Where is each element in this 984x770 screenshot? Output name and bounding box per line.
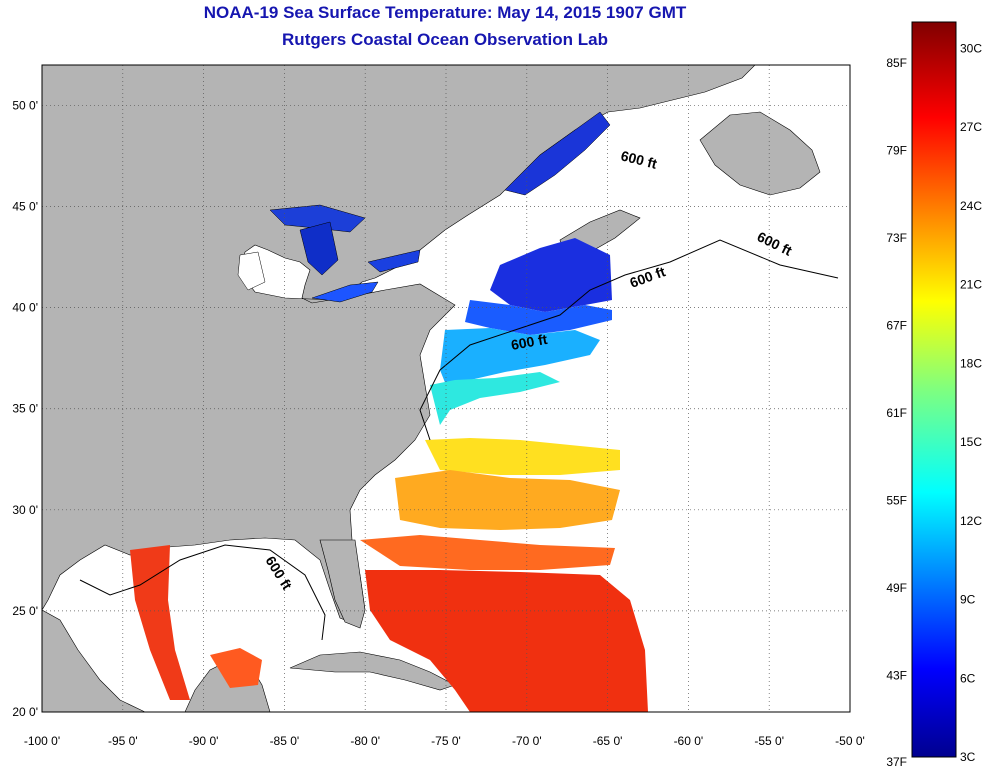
longitude-tick-label: -50 0' [835,734,865,748]
celsius-label: 12C [960,514,982,528]
latitude-tick-label: 35 0' [12,402,38,416]
celsius-label: 21C [960,278,982,292]
contour-600ft-gulf-line [79,544,326,641]
contour-600ft-line [419,239,839,441]
fahrenheit-label: 67F [886,318,907,332]
celsius-label: 24C [960,199,982,213]
map-subtitle: Rutgers Coastal Ocean Observation Lab [282,30,608,49]
longitude-tick-label: -100 0' [24,734,60,748]
map-border [41,64,851,713]
celsius-label: 15C [960,435,982,449]
latitude-tick-label: 50 0' [12,98,38,112]
latitude-tick-label: 40 0' [12,301,38,315]
longitude-tick-label: -75 0' [431,734,461,748]
fahrenheit-label: 37F [886,755,907,769]
sst-field [130,238,648,712]
colorbar-fahrenheit-labels: 85F 79F 73F 67F 61F 55F 49F 43F 37F [886,56,907,769]
longitude-tick-label: -55 0' [754,734,784,748]
longitude-tick-label: -65 0' [593,734,623,748]
florida-land [319,539,366,629]
latitude-tick-label: 30 0' [12,503,38,517]
celsius-label: 18C [960,356,982,370]
latitude-tick-label: 20 0' [12,705,38,719]
longitude-axis: -100 0' -95 0' -90 0' -85 0' -80 0' -75 0' -70… [24,734,865,748]
celsius-label: 30C [960,41,982,55]
newfoundland-land [699,111,821,196]
fahrenheit-label: 73F [886,231,907,245]
colorbar [911,21,957,758]
latitude-tick-label: 25 0' [12,604,38,618]
contour-label-mid-atlantic: 600 ft [510,331,549,353]
celsius-label: 27C [960,120,982,134]
longitude-tick-label: -90 0' [189,734,219,748]
latitude-axis: 20 0' 25 0' 30 0' 35 0' 40 0' 45 0' 50 0' [12,98,38,719]
longitude-tick-label: -70 0' [512,734,542,748]
longitude-tick-label: -85 0' [270,734,300,748]
fahrenheit-label: 43F [886,668,907,682]
latitude-tick-label: 45 0' [12,200,38,214]
fahrenheit-label: 55F [886,493,907,507]
celsius-label: 3C [960,750,976,764]
longitude-tick-label: -95 0' [108,734,138,748]
mexico-land [42,609,146,712]
great-lakes [237,204,421,303]
fahrenheit-label: 79F [886,143,907,157]
graticule [42,65,850,712]
map-title: NOAA-19 Sea Surface Temperature: May 14,… [203,3,687,22]
longitude-tick-label: -60 0' [674,734,704,748]
celsius-label: 6C [960,671,976,685]
colorbar-celsius-labels: 30C 27C 24C 21C 18C 15C 12C 9C 6C 3C [960,41,982,764]
longitude-tick-label: -80 0' [350,734,380,748]
celsius-label: 9C [960,593,976,607]
fahrenheit-label: 49F [886,581,907,595]
st-lawrence-water [504,111,611,196]
fahrenheit-label: 61F [886,406,907,420]
fahrenheit-label: 85F [886,56,907,70]
north-america-land [42,65,756,626]
